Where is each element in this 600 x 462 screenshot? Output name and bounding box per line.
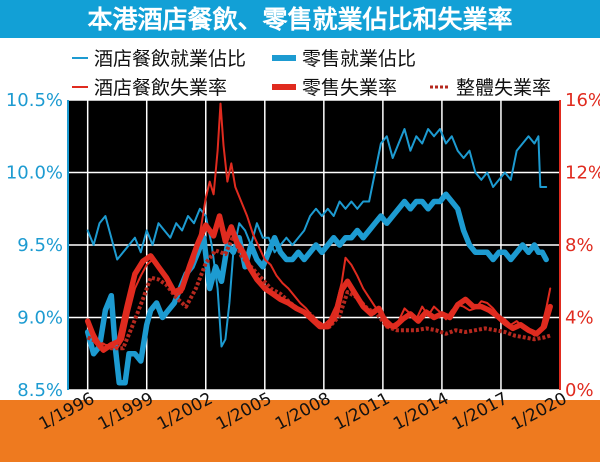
bottom-band [0,400,600,462]
legend: 酒店餐飲就業佔比 零售就業佔比 酒店餐飲失業率 零售失業率 整體失業率 [72,48,551,99]
right-axis-ticks: 0% 4% 8% 12% 16% [565,90,600,401]
series-layer [84,102,553,386]
left-axis-tick-1: 9.0% [17,308,63,329]
left-axis-tick-2: 9.5% [17,235,63,256]
right-axis-tick-2: 8% [565,235,594,256]
left-axis-ticks: 8.5% 9.0% 9.5% 10.0% 10.5% [6,90,63,401]
series-line-3 [84,213,553,353]
title-bar [0,0,600,38]
right-axis-tick-3: 12% [565,163,600,184]
legend-label-overall-unemp: 整體失業率 [456,77,551,99]
left-axis-tick-3: 10.0% [6,163,63,184]
legend-label-hotel-unemp: 酒店餐飲失業率 [94,77,227,99]
series-line-1 [84,191,549,386]
legend-label-retail-unemp: 零售失業率 [302,77,397,99]
legend-label-retail-share: 零售就業佔比 [302,48,416,70]
left-axis-tick-4: 10.5% [6,90,63,111]
legend-label-hotel-share: 酒店餐飲就業佔比 [94,48,246,70]
right-axis-tick-0: 0% [565,380,594,401]
right-axis-tick-1: 4% [565,308,594,329]
left-axis-tick-0: 8.5% [17,380,63,401]
series-line-0 [86,128,548,348]
chart-title: 本港酒店餐飲、零售就業佔比和失業率 [87,5,512,34]
right-axis-tick-4: 16% [565,90,600,111]
